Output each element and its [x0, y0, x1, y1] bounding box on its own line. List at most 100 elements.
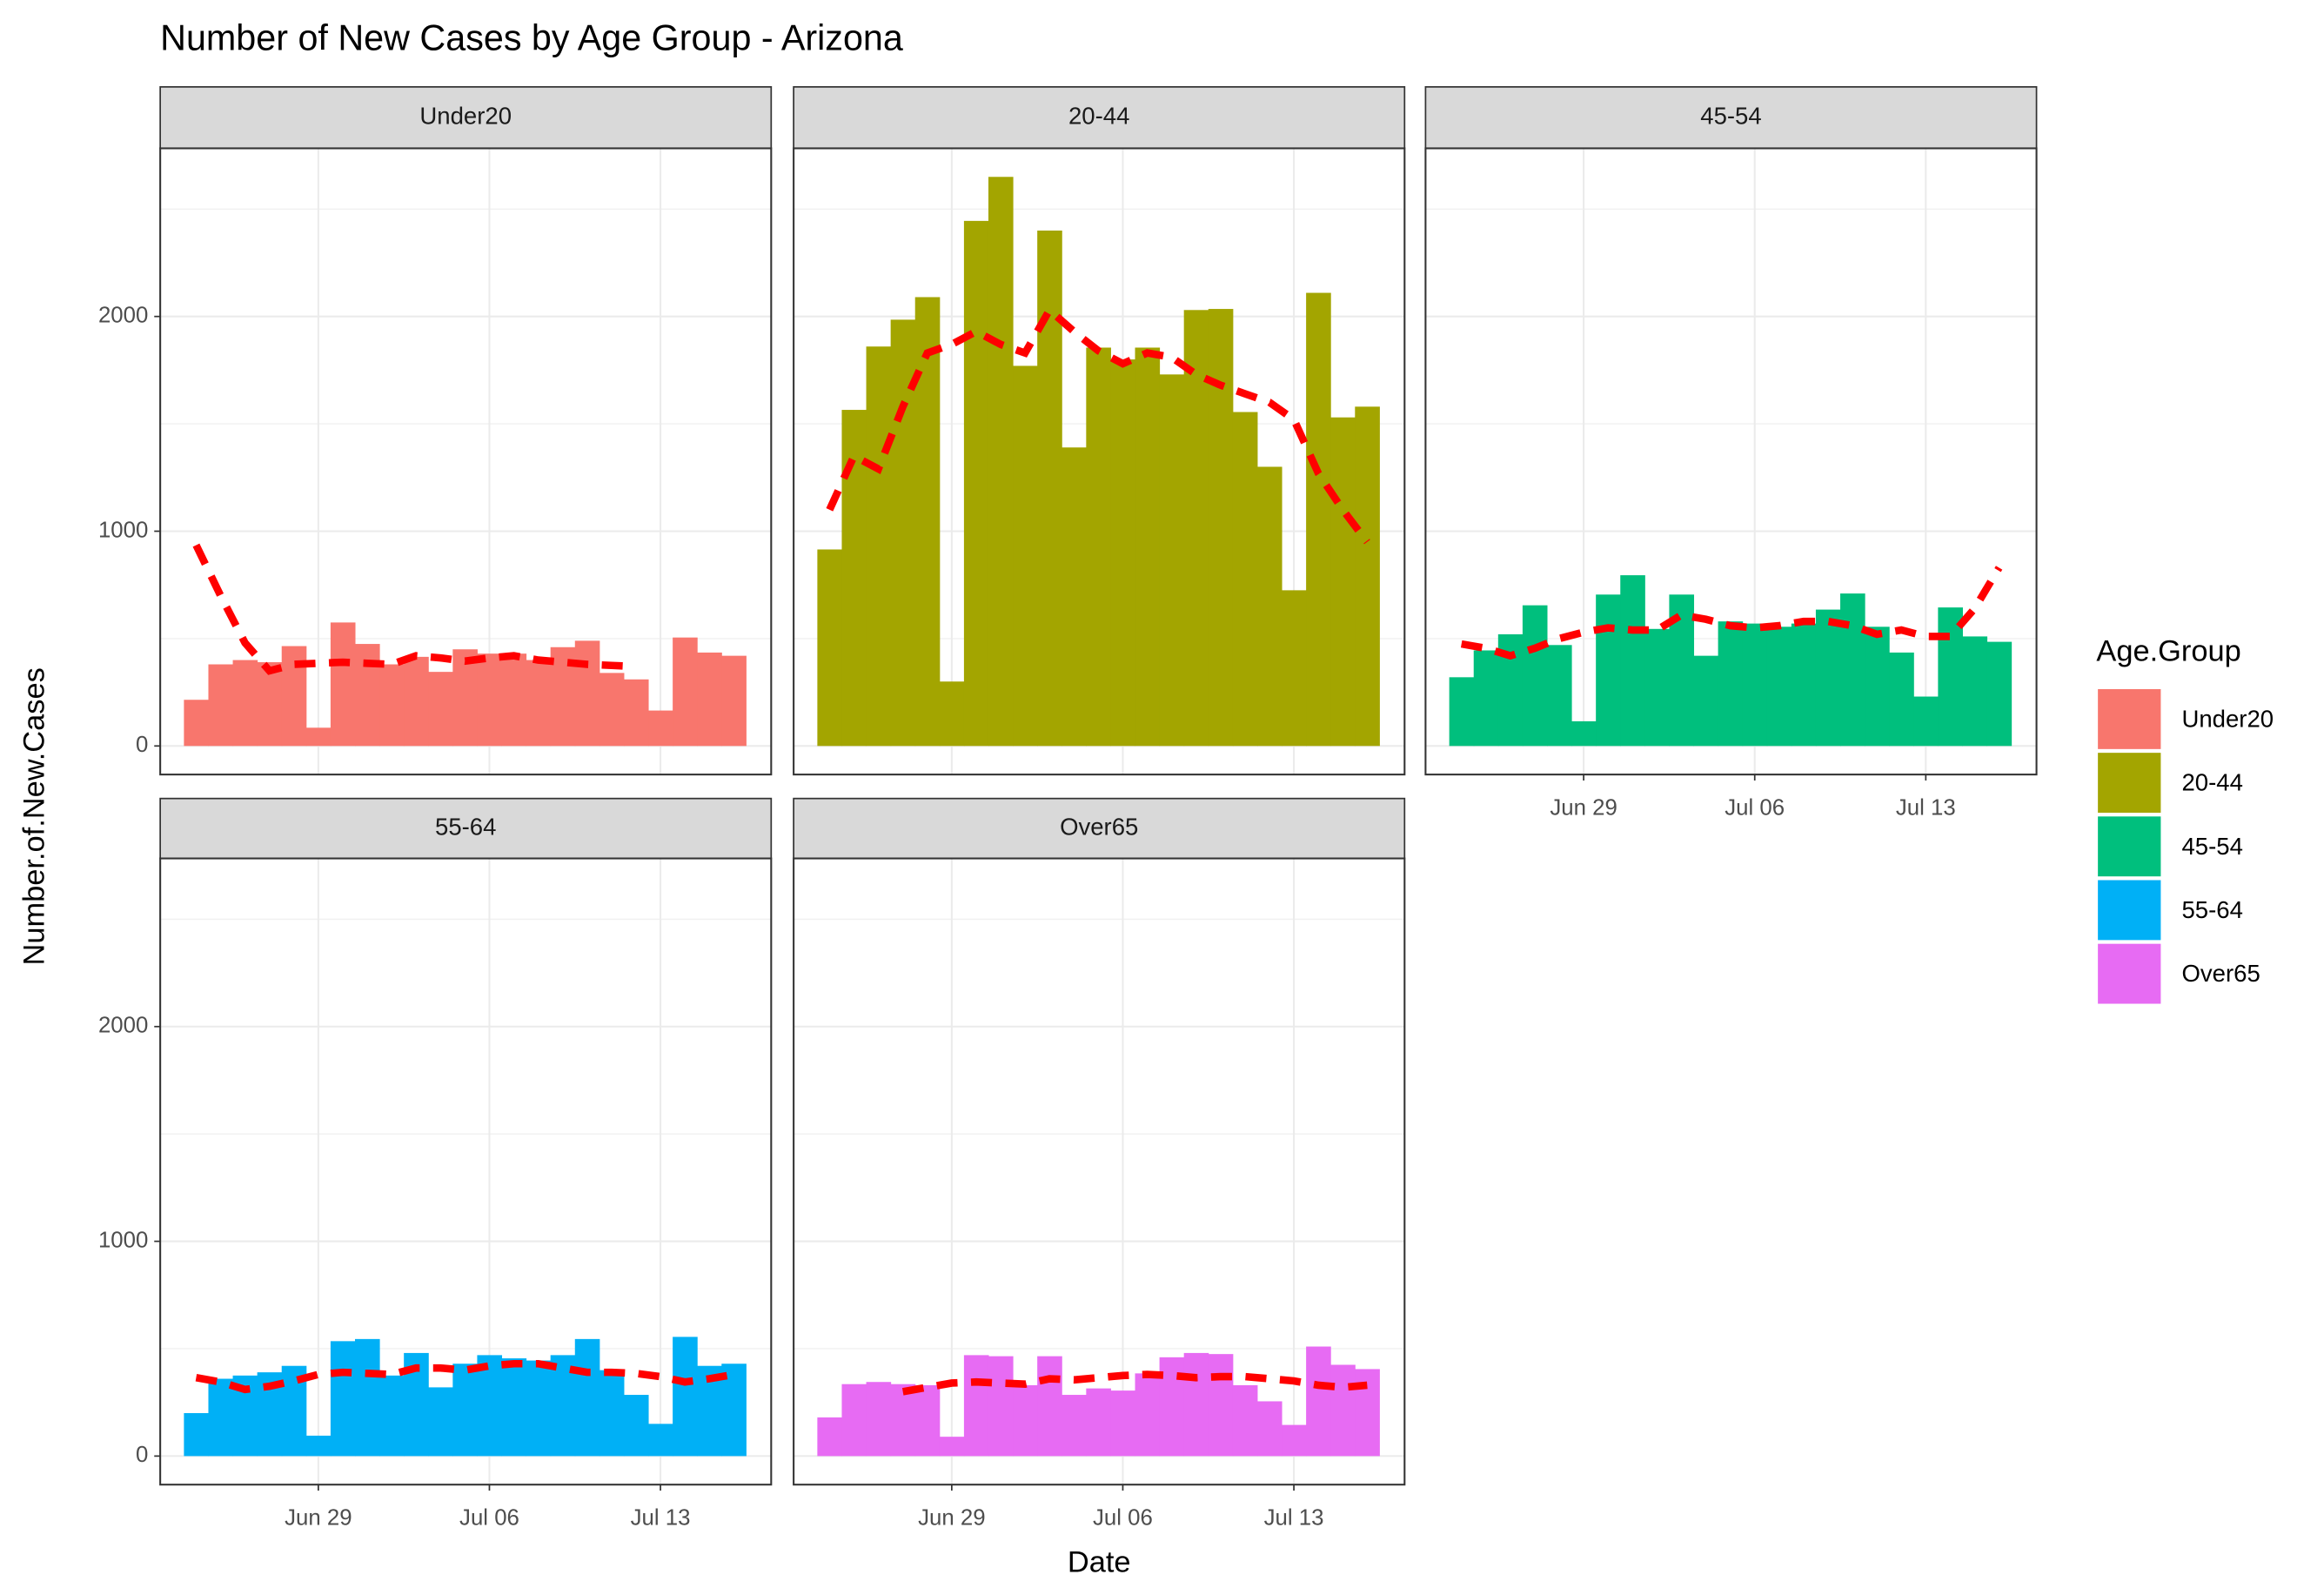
bar — [1473, 650, 1499, 747]
bar — [1062, 447, 1087, 747]
strip — [159, 797, 773, 860]
bar — [1791, 623, 1817, 747]
bar — [1330, 417, 1356, 747]
bar — [574, 640, 600, 747]
x-tick-label: Jul 06 — [459, 1506, 519, 1531]
bar — [501, 653, 527, 747]
bar — [1135, 1373, 1161, 1457]
bar — [1644, 628, 1670, 747]
bar — [1037, 1356, 1062, 1457]
bar — [1110, 359, 1136, 747]
bar — [988, 177, 1014, 747]
x-tick-label: Jun 29 — [1550, 796, 1617, 821]
strip — [793, 85, 1406, 150]
bar — [1135, 347, 1161, 747]
strip — [1424, 85, 2038, 150]
bar — [501, 1358, 527, 1457]
strip — [793, 797, 1406, 860]
y-axis-title: Number.of.New.Cases — [17, 667, 50, 965]
bar — [988, 1356, 1014, 1457]
bar — [184, 1413, 209, 1457]
bar — [1183, 1352, 1209, 1457]
panel-border — [159, 147, 773, 776]
bar — [673, 637, 698, 747]
bar — [914, 1384, 941, 1457]
bar — [890, 1384, 916, 1457]
bar — [1208, 309, 1234, 747]
bar — [1256, 1401, 1283, 1457]
bar — [939, 1437, 965, 1457]
bar — [939, 681, 965, 747]
bar — [208, 1378, 234, 1457]
bar — [1571, 720, 1597, 747]
bar — [697, 652, 722, 747]
bar — [1355, 1369, 1380, 1457]
bar — [1208, 1354, 1234, 1457]
bar — [1546, 645, 1572, 747]
bar — [354, 644, 380, 747]
bar — [330, 622, 356, 747]
bar — [452, 1364, 478, 1457]
y-tick-label: 1000 — [98, 1228, 148, 1252]
x-tick-label: Jul 13 — [1896, 796, 1956, 821]
bar — [526, 1360, 552, 1457]
trend-line — [1460, 566, 2003, 660]
bar — [526, 660, 552, 747]
bar — [1086, 1388, 1111, 1457]
x-tick-label: Jun 29 — [285, 1506, 352, 1531]
bar — [648, 1424, 673, 1457]
legend-label: 20-44 — [2182, 769, 2243, 796]
bar — [1522, 605, 1548, 747]
legend-label: 55-64 — [2182, 896, 2243, 923]
panel-background — [794, 858, 1405, 1485]
y-tick-label: 2000 — [98, 1014, 148, 1038]
bar — [817, 549, 842, 747]
bar — [477, 1355, 503, 1457]
bar — [1718, 621, 1744, 747]
panel-border — [1424, 147, 2038, 776]
legend-swatch — [2098, 688, 2161, 749]
x-axis-title: Date — [1068, 1546, 1131, 1579]
strip-label: 45-54 — [1700, 102, 1761, 129]
bar — [1282, 590, 1307, 747]
bar — [1282, 1424, 1307, 1457]
y-tick-label: 0 — [136, 733, 148, 757]
bar — [330, 1341, 356, 1457]
y-tick-label: 0 — [136, 1443, 148, 1467]
panel-border — [793, 857, 1406, 1486]
bar — [1938, 607, 1963, 747]
bar — [1013, 1384, 1038, 1457]
bar — [428, 1387, 453, 1457]
bar — [404, 656, 429, 747]
bar — [574, 1338, 600, 1457]
bar — [257, 662, 283, 747]
bar — [379, 664, 405, 747]
bar — [866, 346, 892, 747]
legend-swatch — [2098, 816, 2161, 877]
bar — [673, 1337, 698, 1457]
bar — [963, 1355, 989, 1457]
legend-label: Under20 — [2182, 705, 2274, 732]
trend-line — [826, 304, 1370, 545]
strip-label: 20-44 — [1068, 102, 1129, 129]
bar — [841, 1384, 867, 1457]
bar — [1306, 1346, 1331, 1457]
bar — [1913, 696, 1939, 747]
strip — [159, 85, 773, 150]
bar — [817, 1417, 842, 1457]
bar — [1693, 655, 1719, 747]
panel-border — [159, 857, 773, 1486]
bar — [452, 649, 478, 747]
bar — [648, 710, 673, 747]
bar — [721, 655, 747, 747]
bar — [1086, 347, 1111, 747]
bar — [599, 1370, 625, 1457]
bar — [1986, 641, 2013, 747]
bar — [623, 1395, 649, 1457]
y-tick-label: 1000 — [98, 518, 148, 542]
legend-title: Age.Group — [2096, 635, 2240, 668]
bar — [1232, 1384, 1258, 1457]
bar — [1232, 412, 1258, 747]
x-tick-label: Jul 13 — [1264, 1506, 1324, 1531]
legend-swatch — [2098, 753, 2161, 814]
